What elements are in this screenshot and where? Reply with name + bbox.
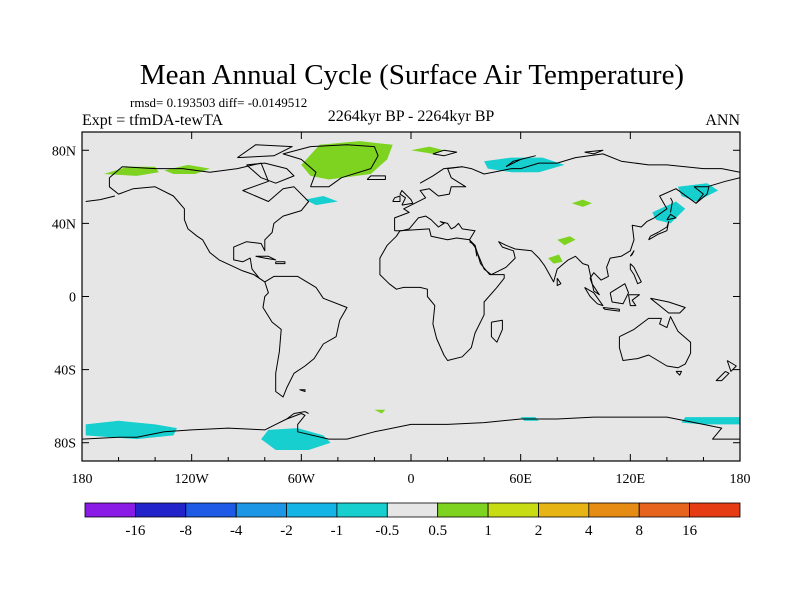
anomaly-siberia-green [571,199,592,207]
x-tick-label: 180 [72,472,93,487]
colorbar-label: 8 [635,523,643,539]
season-label: ANN [705,112,740,129]
coastline-severnaya [584,149,604,155]
coastline-greenland [282,144,379,188]
coastline-philippines [629,263,642,285]
coastline-new-zealand-n [726,360,737,372]
colorbar-swatch [286,502,338,518]
anomaly-greenland-green [301,141,393,180]
coastline-australia [618,316,692,369]
colorbar-swatch [638,502,691,518]
x-tick-label: 0 [408,472,415,487]
colorbar-label: -1 [331,523,344,539]
y-tick-label: 80S [54,437,76,452]
y-tick-label: 0 [69,291,76,306]
x-tick-label: 180 [730,472,751,487]
coastline-south-america [262,275,348,398]
period-label: 2264kyr BP - 2264kyr BP [328,108,495,125]
coastline-sumatra [584,286,604,307]
coastline-alaska-islands [85,195,116,202]
anomaly-atlantic-cool [305,196,338,206]
coastline-layer [82,144,740,440]
coastline-new-guinea [650,297,686,314]
coastline-madagascar [490,319,503,343]
colorbar-label: -2 [280,523,293,539]
coastline-north-america [108,162,310,283]
colorbar-swatch [235,502,287,518]
coastline-java [602,307,620,312]
coastline-borneo [609,283,629,305]
colorbar-label: 4 [585,523,593,539]
coastline-cuba [255,255,277,261]
colorbar-swatch [84,502,136,518]
anomaly-ross-green [374,409,386,414]
coastline-hokkaido [666,213,677,221]
anomaly-india-green [548,254,563,264]
y-tick-label: 80N [52,144,76,159]
y-tick-label: 40N [52,217,76,232]
colorbar-label: 0.5 [428,523,447,539]
x-tick-label: 120W [175,472,210,487]
colorbar-label: 16 [682,523,698,539]
coastline-iceland [366,175,386,180]
coastline-antarctica [82,413,740,440]
coastline-tasmania [675,370,682,376]
x-tick-label: 60W [288,472,316,487]
map-background [82,132,740,461]
coastline-novaya-zemlya [505,155,536,168]
colorbar: -16 -8 -4 -2 -1 -0.5 0.5 1 2 4 8 16 [84,502,741,539]
colorbar-swatch [386,502,439,518]
coastline-baffin [246,162,295,184]
colorbar-swatch [588,502,640,518]
coastline-falklands [299,389,306,392]
experiment-label: Expt = tfmDA-tewTA [82,112,223,129]
coastline-uk [399,190,414,206]
colorbar-label: 1 [484,523,492,539]
coastline-ireland [392,195,401,202]
colorbar-label: -4 [230,523,243,539]
anomaly-japan-cool [652,201,686,224]
axis-layer: 180 120W 60W 0 60E 120E 180 80N 40N 0 40S 80S [52,132,751,487]
coastline-sakhalin [670,197,673,213]
anomaly-east-antarctic-cool [681,417,740,425]
colorbar-swatch [437,502,489,518]
anomaly-weddell-cool [261,428,331,450]
coastline-arabia-top [469,241,478,257]
stats-text: rmsd= 0.193503 diff= -0.0149512 [130,95,307,110]
anomaly-svalbard-green [411,146,444,154]
anomaly-alaska-green [103,166,159,176]
colorbar-swatch [185,502,237,518]
coastline-sulawesi [628,294,640,307]
coastline-sri-lanka [556,277,562,286]
colorbar-swatch [134,502,187,518]
coastline-kamchatka [695,186,710,204]
coastline-antarctic-peninsula [286,411,309,420]
anomaly-ross-sea-cool [85,420,177,440]
coastline-taiwan [629,250,635,257]
colorbar-swatch [487,502,539,518]
anomaly-barents-cool [484,157,565,173]
y-tick-label: 40S [54,364,76,379]
colorbar-label: 2 [535,523,543,539]
anomaly-tibet-green [557,236,576,246]
coastline-eurasia [394,153,740,296]
colorbar-swatch [538,502,590,518]
colorbar-swatch [689,502,741,518]
coastline-japan [648,221,670,241]
colorbar-label: -8 [180,523,193,539]
colorbar-swatch [336,502,388,518]
coastline-new-zealand-s [715,370,730,382]
coastline-scandinavia-north [419,166,463,184]
chart-title: Mean Annual Cycle (Surface Air Temperatu… [140,59,684,91]
x-tick-label: 120E [616,472,646,487]
colorbar-label: -0.5 [375,523,399,539]
coastline-africa [379,228,505,361]
colorbar-label: -16 [125,523,145,539]
coastline-ellesmere [237,144,293,159]
x-tick-label: 60E [509,472,532,487]
coastline-hispaniola [275,261,286,265]
coastline-svalbard [432,149,458,157]
